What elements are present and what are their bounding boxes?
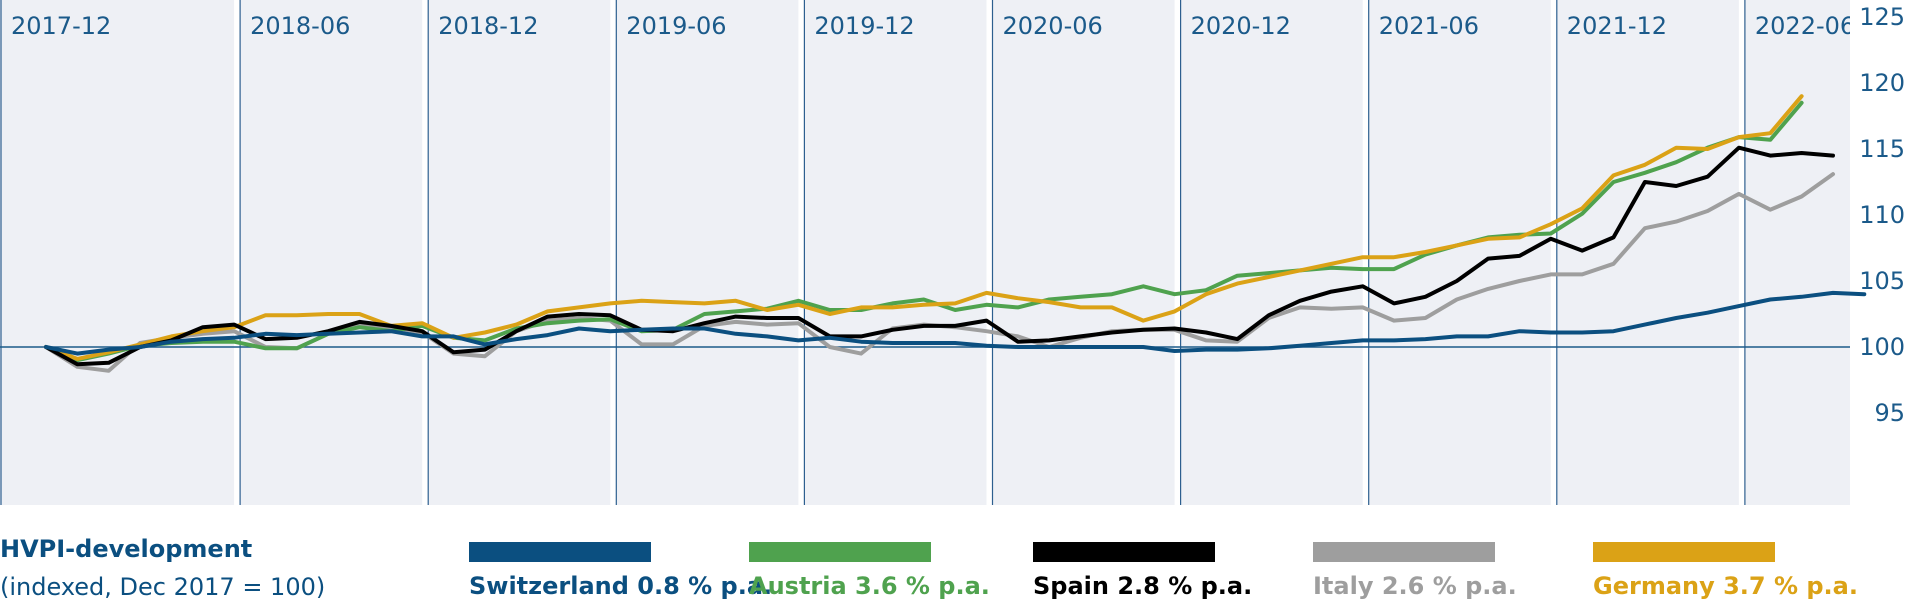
grid-band bbox=[422, 0, 429, 505]
x-tick-label: 2018-12 bbox=[438, 12, 538, 40]
x-tick-label: 2022-06 bbox=[1755, 12, 1855, 40]
grid-band bbox=[1738, 0, 1745, 505]
legend-item-germany: Germany 3.7 % p.a. bbox=[1593, 542, 1858, 600]
grid-band bbox=[610, 0, 617, 505]
grid-band bbox=[798, 0, 805, 505]
y-tick-label: 110 bbox=[1859, 201, 1905, 229]
y-tick-label: 95 bbox=[1874, 399, 1905, 427]
x-tick-label: 2020-12 bbox=[1191, 12, 1291, 40]
legend-label-spain: Spain 2.8 % p.a. bbox=[1033, 572, 1253, 600]
legend-swatch-switzerland bbox=[469, 542, 651, 562]
y-tick-label: 105 bbox=[1859, 267, 1905, 295]
series-line-germany bbox=[44, 94, 1804, 361]
legend-swatch-germany bbox=[1593, 542, 1775, 562]
legend-item-italy: Italy 2.6 % p.a. bbox=[1313, 542, 1517, 600]
legend-label-austria: Austria 3.6 % p.a. bbox=[749, 572, 990, 600]
x-tick-label: 2018-06 bbox=[250, 12, 350, 40]
chart-title: HVPI-development bbox=[0, 535, 253, 563]
legend-item-switzerland: Switzerland 0.8 % p.a. bbox=[469, 542, 772, 600]
legend-label-italy: Italy 2.6 % p.a. bbox=[1313, 572, 1517, 600]
x-tick-label: 2020-06 bbox=[1003, 12, 1103, 40]
grid-band bbox=[986, 0, 993, 505]
x-tick-label: 2019-06 bbox=[626, 12, 726, 40]
x-tick-label: 2021-06 bbox=[1379, 12, 1479, 40]
y-tick-label: 100 bbox=[1859, 333, 1905, 361]
legend-swatch-austria bbox=[749, 542, 931, 562]
y-tick-label: 125 bbox=[1859, 3, 1905, 31]
y-tick-label: 120 bbox=[1859, 69, 1905, 97]
series-line-switzerland bbox=[44, 290, 1867, 356]
grid-band bbox=[234, 0, 241, 505]
right-margin bbox=[1850, 0, 1920, 605]
x-tick-label: 2021-12 bbox=[1567, 12, 1667, 40]
grid-band bbox=[1174, 0, 1181, 505]
legend-item-spain: Spain 2.8 % p.a. bbox=[1033, 542, 1252, 600]
plot-background bbox=[0, 0, 1850, 505]
chart-subtitle: (indexed, Dec 2017 = 100) bbox=[0, 573, 326, 601]
y-tick-label: 115 bbox=[1859, 135, 1905, 163]
legend-swatch-italy bbox=[1313, 542, 1495, 562]
legend-swatch-spain bbox=[1033, 542, 1215, 562]
grid-band bbox=[1362, 0, 1369, 505]
legend-item-austria: Austria 3.6 % p.a. bbox=[749, 542, 990, 600]
x-tick-label: 2017-12 bbox=[11, 12, 111, 40]
legend-label-germany: Germany 3.7 % p.a. bbox=[1593, 572, 1858, 600]
legend-label-switzerland: Switzerland 0.8 % p.a. bbox=[469, 572, 773, 600]
grid-band bbox=[1550, 0, 1557, 505]
series-line-spain bbox=[44, 145, 1835, 367]
x-tick-label: 2019-12 bbox=[814, 12, 914, 40]
